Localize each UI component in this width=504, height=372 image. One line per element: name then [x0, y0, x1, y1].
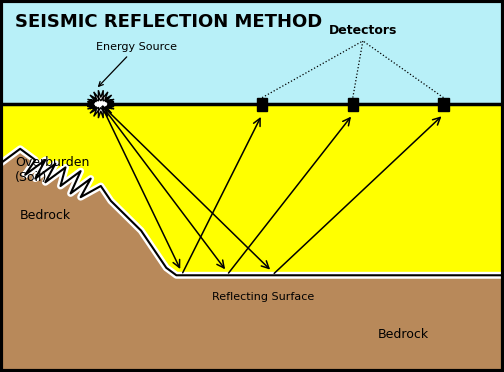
Text: SEISMIC REFLECTION METHOD: SEISMIC REFLECTION METHOD	[15, 13, 323, 31]
Text: Overburden
(Soil): Overburden (Soil)	[15, 156, 90, 184]
Text: Reflecting Surface: Reflecting Surface	[212, 292, 314, 302]
Bar	[0, 104, 504, 372]
Text: Energy Source: Energy Source	[96, 42, 176, 86]
Bar	[438, 97, 449, 111]
Text: Detectors: Detectors	[329, 24, 397, 37]
Polygon shape	[0, 149, 504, 372]
Bar	[348, 97, 358, 111]
Bar	[257, 97, 267, 111]
Text: Bedrock: Bedrock	[20, 209, 71, 222]
Text: Bedrock: Bedrock	[378, 328, 429, 341]
Polygon shape	[87, 90, 115, 118]
Polygon shape	[87, 97, 115, 111]
